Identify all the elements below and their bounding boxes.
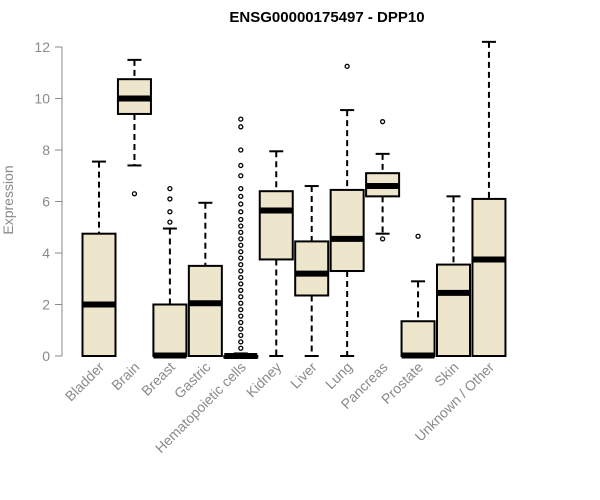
outlier-4-24 (238, 185, 244, 192)
outlier-4-16 (238, 242, 244, 248)
outlier-4-13 (238, 261, 244, 268)
y-tick-label-2: 4 (42, 245, 50, 261)
box-0 (81, 232, 117, 357)
outlier-4-14 (238, 255, 244, 261)
chart-title: ENSG00000175497 - DPP10 (229, 9, 424, 26)
outlier-4-18 (238, 229, 244, 236)
outlier-2-1 (167, 209, 173, 215)
outlier-4-28 (238, 124, 244, 130)
outlier-2-2 (167, 196, 173, 202)
outlier-7-0 (344, 63, 350, 69)
box-group-6 (294, 185, 330, 357)
outlier-4-19 (238, 223, 244, 229)
outlier-4-27 (238, 147, 244, 153)
outlier-4-3 (238, 326, 244, 332)
box-group-10 (436, 195, 471, 357)
outlier-8-1 (379, 119, 386, 125)
outlier-4-21 (238, 209, 244, 215)
box-5 (258, 190, 294, 261)
y-axis-label: Expression (0, 165, 16, 234)
x-tick-label-6: Liver (287, 359, 320, 392)
outlier-9-0 (415, 233, 421, 239)
outlier-2-3 (167, 185, 173, 192)
outlier-4-5 (238, 313, 244, 319)
outlier-4-10 (238, 281, 244, 287)
outlier-4-22 (238, 201, 244, 207)
y-tick-label-5: 10 (34, 91, 50, 107)
y-tick-label-4: 8 (42, 142, 50, 158)
box-group-8 (365, 119, 401, 242)
outlier-4-9 (238, 287, 244, 293)
outlier-4-8 (238, 294, 244, 300)
outlier-4-4 (238, 319, 244, 326)
outlier-2-0 (167, 219, 173, 225)
outlier-4-2 (238, 332, 244, 339)
outlier-4-11 (238, 274, 244, 281)
box-group-0 (81, 160, 117, 357)
box-group-9 (400, 233, 436, 359)
box-10 (436, 263, 471, 357)
y-axis: 0 2 4 6 8 10 12 (34, 39, 63, 364)
box-11 (471, 197, 507, 357)
box-group-11 (471, 40, 507, 357)
outlier-4-1 (238, 339, 244, 345)
outlier-4-26 (238, 162, 244, 169)
x-tick-label-10: Skin (431, 359, 462, 390)
outlier-4-25 (238, 173, 244, 179)
outlier-4-6 (238, 306, 244, 313)
y-tick-label-6: 12 (34, 39, 50, 55)
outlier-4-23 (238, 193, 244, 200)
box-6 (294, 240, 330, 297)
box-group-4 (223, 116, 259, 359)
x-tick-label-5: Kidney (243, 359, 285, 401)
box-9 (400, 320, 436, 357)
y-tick-label-0: 0 (42, 348, 50, 364)
box-3 (187, 264, 223, 357)
x-tick-label-0: Bladder (62, 359, 108, 405)
y-tick-label-1: 2 (42, 297, 50, 313)
boxes-layer (81, 40, 507, 359)
outlier-4-29 (238, 116, 244, 122)
box-group-5 (258, 150, 294, 357)
box-group-2 (152, 185, 188, 359)
outlier-4-0 (238, 345, 244, 351)
outlier-1-0 (131, 191, 138, 197)
outlier-4-20 (238, 216, 244, 223)
box-group-7 (329, 63, 365, 357)
outlier-4-17 (238, 236, 244, 242)
box-2 (152, 303, 188, 357)
box-group-3 (187, 201, 223, 357)
box-7 (329, 188, 365, 273)
outlier-4-15 (238, 249, 244, 255)
outlier-4-12 (238, 268, 244, 274)
outlier-8-0 (379, 236, 386, 242)
y-tick-label-3: 6 (42, 194, 50, 210)
box-group-1 (116, 58, 152, 197)
outlier-4-7 (238, 300, 244, 306)
